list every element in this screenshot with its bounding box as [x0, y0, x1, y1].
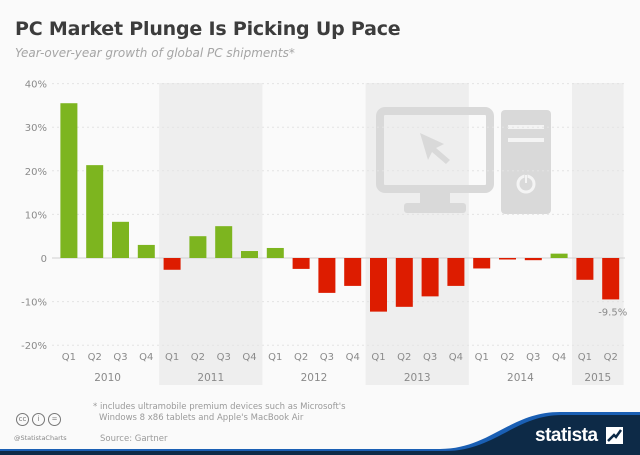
x-quarter-label: Q2	[500, 352, 514, 363]
x-quarter-label: Q1	[165, 352, 179, 363]
bar-Q4-2012	[344, 258, 362, 286]
bar-Q1-2013	[370, 258, 387, 312]
year-shade-2015	[572, 83, 624, 385]
by-icon: i	[32, 413, 45, 426]
bar-Q1-2012	[266, 247, 284, 258]
y-tick-label: -10%	[21, 298, 47, 309]
x-year-label: 2011	[197, 372, 224, 384]
x-year-label: 2012	[301, 372, 328, 384]
desktop-computer-illustration	[376, 107, 551, 214]
cursor-arrow-icon	[420, 133, 450, 164]
annotations: -9.5%	[598, 307, 627, 318]
bar-Q2-2013	[395, 258, 413, 307]
y-tick-label: 10%	[25, 210, 47, 221]
x-quarter-label: Q4	[449, 352, 463, 363]
bar-Q4-2014	[550, 253, 568, 258]
bar-Q2-2015	[602, 258, 620, 300]
y-tick-label: 20%	[25, 167, 47, 178]
x-quarter-label: Q1	[268, 352, 282, 363]
bar-Q3-2013	[421, 258, 439, 297]
x-quarter-label: Q4	[552, 352, 566, 363]
x-quarter-label: Q1	[475, 352, 489, 363]
bar-Q4-2013	[447, 258, 465, 286]
x-year-label: 2015	[584, 372, 611, 384]
x-quarter-label: Q3	[526, 352, 540, 363]
chart-title: PC Market Plunge Is Picking Up Pace	[15, 18, 401, 40]
year-shading	[159, 83, 624, 385]
x-quarter-label: Q4	[242, 352, 256, 363]
statista-logo-icon[interactable]	[606, 427, 623, 444]
bar-Q3-2010	[112, 221, 129, 258]
y-axis: 40% 30% 20% 10% 0 -10% -20%	[21, 80, 47, 353]
cc-icon: cc	[16, 413, 29, 426]
bar-Q3-2012	[318, 258, 336, 293]
bar-Q2-2011	[189, 236, 207, 258]
bar-Q2-2014	[499, 258, 516, 260]
x-quarter-label: Q1	[578, 352, 592, 363]
bar-Q3-2014	[524, 258, 542, 261]
y-tick-label: -20%	[21, 341, 47, 352]
bar-Q1-2015	[576, 258, 594, 280]
bar-chart: 40%30%20%10%0-10%-20% Q1 Q2 Q3 Q4 Q1 Q2 Q3 Q4 Q1…	[21, 80, 627, 385]
nd-icon: =	[48, 413, 61, 426]
twitter-handle: @StatistaCharts	[14, 434, 67, 442]
bar-Q1-2010	[60, 103, 78, 258]
y-tick-label: 0	[41, 254, 47, 265]
bar-Q1-2011	[163, 258, 181, 270]
chart-subtitle: Year-over-year growth of global PC shipm…	[15, 46, 295, 60]
x-quarter-label: Q3	[217, 352, 231, 363]
x-quarter-label: Q4	[346, 352, 360, 363]
x-quarter-label: Q2	[191, 352, 205, 363]
tower-icon	[501, 110, 551, 214]
statista-logo-text[interactable]: statista	[535, 425, 598, 446]
bar-Q2-2012	[292, 258, 310, 269]
bars	[60, 103, 620, 312]
y-tick-label: 30%	[25, 123, 47, 134]
x-quarter-label: Q2	[88, 352, 102, 363]
license-icons: cc i =	[16, 413, 61, 426]
x-year-label: 2014	[507, 372, 534, 384]
footnote: * includes ultramobile premium devices s…	[93, 402, 346, 423]
x-year-label: 2013	[404, 372, 431, 384]
year-shade-2011	[159, 83, 263, 385]
bar-Q3-2011	[215, 226, 233, 258]
bar-Q4-2011	[241, 251, 258, 258]
x-quarter-label: Q2	[294, 352, 308, 363]
x-quarter-label: Q1	[371, 352, 385, 363]
x-year-label: 2010	[94, 372, 121, 384]
x-quarter-label: Q1	[62, 352, 76, 363]
bar-Q2-2010	[86, 165, 104, 258]
x-quarter-label: Q4	[139, 352, 153, 363]
monitor-icon	[376, 107, 494, 213]
x-quarter-label: Q2	[397, 352, 411, 363]
data-label: -9.5%	[598, 307, 627, 318]
x-quarter-label: Q2	[604, 352, 618, 363]
x-quarter-label: Q3	[423, 352, 437, 363]
bar-Q1-2014	[473, 258, 491, 269]
source-text: Source: Gartner	[100, 434, 168, 444]
x-quarter-label: Q3	[320, 352, 334, 363]
x-axis: Q1 Q2 Q3 Q4 Q1 Q2 Q3 Q4 Q1 Q2 Q3 Q4 Q1 Q2 Q3 Q4 Q1 Q2 Q3 Q4…	[62, 352, 618, 384]
x-quarter-label: Q3	[113, 352, 127, 363]
bar-Q4-2010	[137, 244, 155, 258]
y-tick-label: 40%	[25, 80, 47, 91]
